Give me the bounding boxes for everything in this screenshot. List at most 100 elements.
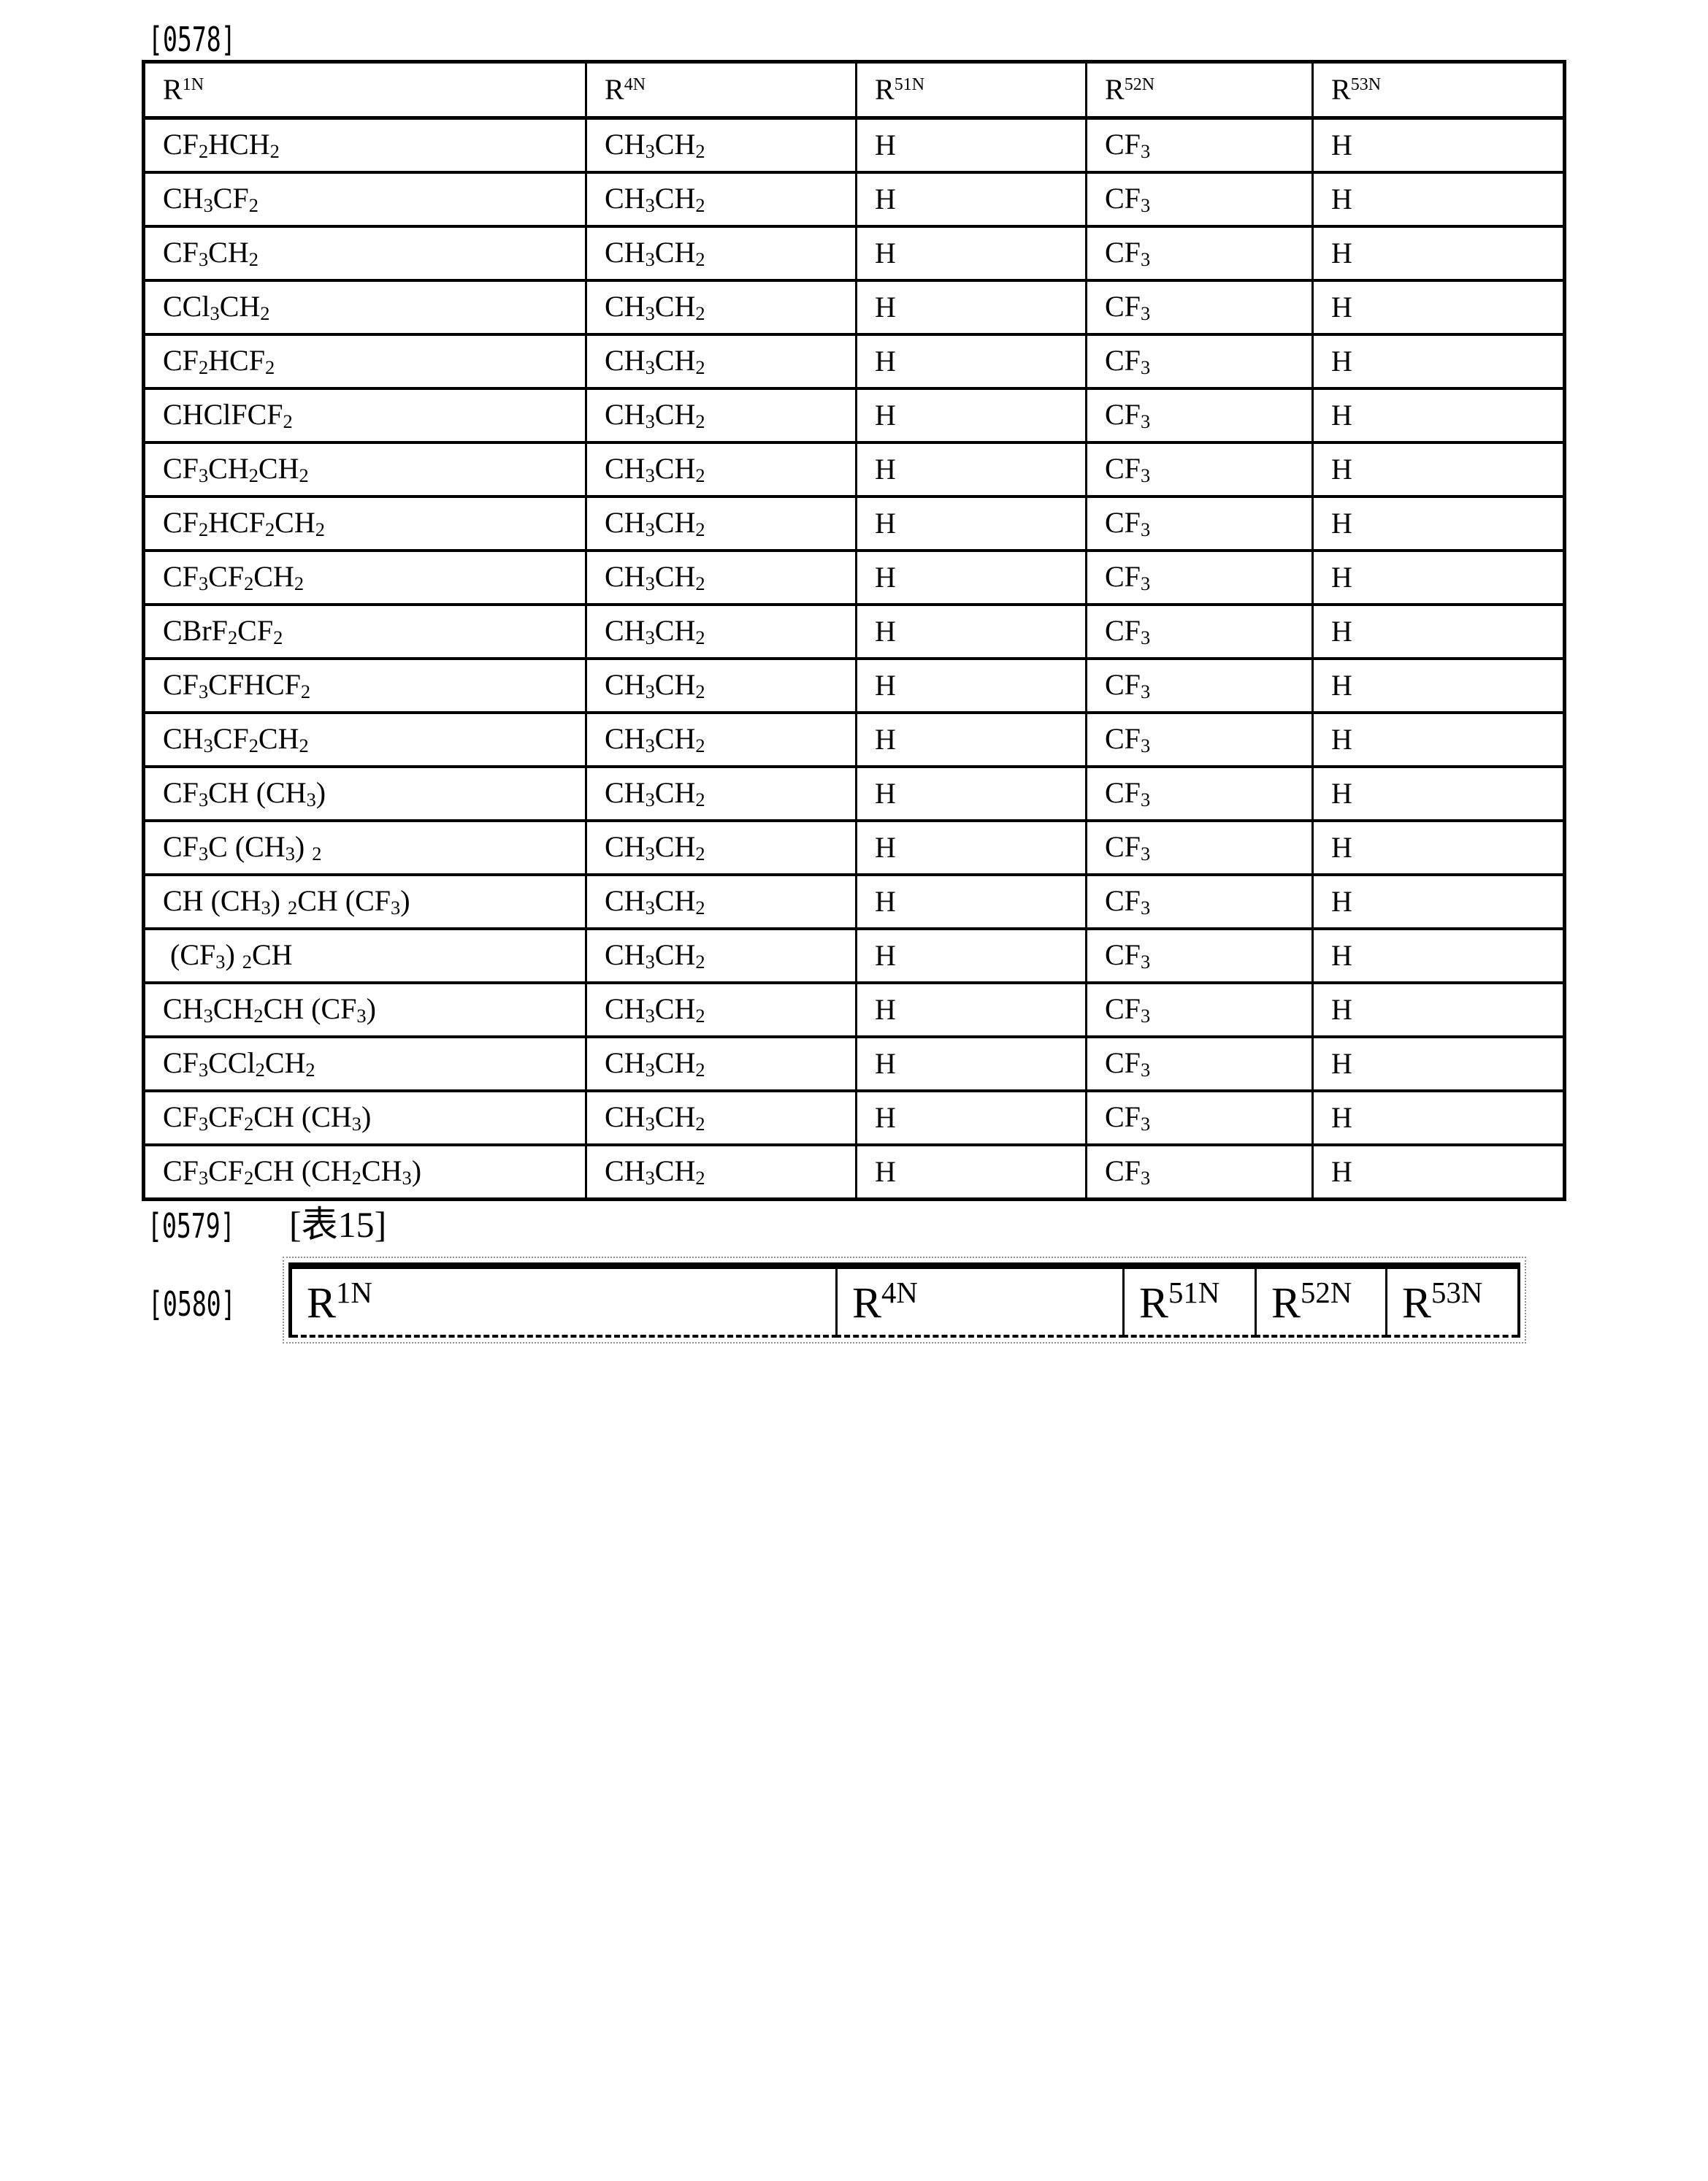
- cell-r1n: CF3CCl2CH2: [142, 1035, 587, 1092]
- cell-r51n: H: [855, 927, 1087, 984]
- cell-r1n: CH3CH2CH (CF3): [142, 981, 587, 1038]
- cell-r51n: H: [855, 765, 1087, 822]
- cell-r52n: CF3: [1085, 495, 1314, 552]
- cell-r4n: CH3CH2: [585, 387, 857, 444]
- cell-r53n: H: [1311, 819, 1566, 876]
- cell-r53n: H: [1311, 171, 1566, 228]
- cell-r53n: H: [1311, 495, 1566, 552]
- cell-r4n: CH3CH2: [585, 333, 857, 390]
- table-row: CHClFCF2 CH3CH2 H CF3 H: [142, 387, 1566, 444]
- cell-r53n: H: [1311, 873, 1566, 930]
- cell-r1n: CF3CH2: [142, 225, 587, 282]
- cell-r1n: CF3CF2CH (CH3): [142, 1089, 587, 1146]
- table-row: CF3C (CH3) 2 CH3CH2 H CF3 H: [142, 819, 1566, 876]
- cell-r1n: (CF3) 2CH: [142, 927, 587, 984]
- cell-r4n: CH3CH2: [585, 711, 857, 768]
- cell-r4n: CH3CH2: [585, 819, 857, 876]
- cell-r52n: CF3: [1085, 765, 1314, 822]
- table-row: CF3CH2 CH3CH2 H CF3 H: [142, 225, 1566, 282]
- table-row: CF2HCF2 CH3CH2 H CF3 H: [142, 333, 1566, 390]
- column-header-r52n: R52N: [1255, 1265, 1387, 1336]
- cell-r52n: CF3: [1085, 225, 1314, 282]
- cell-r52n: CF3: [1085, 603, 1314, 660]
- cell-r51n: H: [855, 657, 1087, 714]
- column-header-r4n: R4N: [585, 60, 857, 120]
- cell-r51n: H: [855, 441, 1087, 498]
- cell-r53n: H: [1311, 927, 1566, 984]
- cell-r51n: H: [855, 1035, 1087, 1092]
- cell-r53n: H: [1311, 1035, 1566, 1092]
- cell-r53n: H: [1311, 1089, 1566, 1146]
- paragraph-label-0580: [0580]: [148, 1284, 236, 1324]
- table-row: CF3CFHCF2 CH3CH2 H CF3 H: [142, 657, 1566, 714]
- cell-r52n: CF3: [1085, 171, 1314, 228]
- cell-r53n: H: [1311, 711, 1566, 768]
- table-row: CF2HCH2 CH3CH2 H CF3 H: [142, 116, 1566, 174]
- table-header-row: R1N R4N R51N R52N R53N: [142, 60, 1566, 120]
- cell-r51n: H: [855, 387, 1087, 444]
- cell-r4n: CH3CH2: [585, 279, 857, 336]
- table-row: CF2HCF2CH2 CH3CH2 H CF3 H: [142, 495, 1566, 552]
- cell-r52n: CF3: [1085, 657, 1314, 714]
- cell-r53n: H: [1311, 549, 1566, 606]
- cell-r4n: CH3CH2: [585, 225, 857, 282]
- cell-r4n: CH3CH2: [585, 981, 857, 1038]
- table-row: (CF3) 2CH CH3CH2 H CF3 H: [142, 927, 1566, 984]
- cell-r4n: CH3CH2: [585, 927, 857, 984]
- cell-r4n: CH3CH2: [585, 657, 857, 714]
- cell-r53n: H: [1311, 603, 1566, 660]
- cell-r52n: CF3: [1085, 333, 1314, 390]
- cell-r52n: CF3: [1085, 1035, 1314, 1092]
- cell-r1n: CF3C (CH3) 2: [142, 819, 587, 876]
- table-row: CF3CCl2CH2 CH3CH2 H CF3 H: [142, 1035, 1566, 1092]
- cell-r4n: CH3CH2: [585, 765, 857, 822]
- cell-r51n: H: [855, 873, 1087, 930]
- table-row: CF3CH (CH3) CH3CH2 H CF3 H: [142, 765, 1566, 822]
- cell-r51n: H: [855, 171, 1087, 228]
- table-row: CF3CF2CH (CH2CH3) CH3CH2 H CF3 H: [142, 1143, 1566, 1201]
- cell-r53n: H: [1311, 333, 1566, 390]
- paragraph-label-0579: [0579]: [148, 1206, 235, 1246]
- cell-r52n: CF3: [1085, 441, 1314, 498]
- cell-r4n: CH3CH2: [585, 116, 857, 174]
- cell-r51n: H: [855, 549, 1087, 606]
- column-header-r4n: R4N: [835, 1265, 1124, 1336]
- cell-r52n: CF3: [1085, 981, 1314, 1038]
- cell-r1n: CH3CF2: [142, 171, 587, 228]
- table-row: CF3CF2CH2 CH3CH2 H CF3 H: [142, 549, 1566, 606]
- table-15-caption: [表15]: [289, 1204, 387, 1245]
- column-header-r1n: R1N: [142, 60, 587, 120]
- cell-r51n: H: [855, 279, 1087, 336]
- cell-r1n: CH (CH3) 2CH (CF3): [142, 873, 587, 930]
- table-row: CCl3CH2 CH3CH2 H CF3 H: [142, 279, 1566, 336]
- cell-r4n: CH3CH2: [585, 1035, 857, 1092]
- substituent-table-0578: R1N R4N R51N R52N R53N CF2HCH2 CH3CH2 H …: [142, 60, 1566, 1201]
- cell-r1n: CF3CF2CH2: [142, 549, 587, 606]
- column-header-r51n: R51N: [1122, 1265, 1256, 1336]
- cell-r51n: H: [855, 1143, 1087, 1201]
- cell-r52n: CF3: [1085, 873, 1314, 930]
- cell-r1n: CHClFCF2: [142, 387, 587, 444]
- cell-r52n: CF3: [1085, 1089, 1314, 1146]
- cell-r51n: H: [855, 819, 1087, 876]
- table-row: CH (CH3) 2CH (CF3) CH3CH2 H CF3 H: [142, 873, 1566, 930]
- cell-r51n: H: [855, 225, 1087, 282]
- cell-r53n: H: [1311, 765, 1566, 822]
- cell-r53n: H: [1311, 441, 1566, 498]
- cell-r52n: CF3: [1085, 711, 1314, 768]
- cell-r4n: CH3CH2: [585, 171, 857, 228]
- cell-r53n: H: [1311, 116, 1566, 174]
- cell-r1n: CF3CH2CH2: [142, 441, 587, 498]
- table-header-row: R1N R4N R51N R52N R53N: [291, 1265, 1519, 1336]
- cell-r51n: H: [855, 116, 1087, 174]
- cell-r52n: CF3: [1085, 927, 1314, 984]
- cell-r52n: CF3: [1085, 387, 1314, 444]
- cell-r51n: H: [855, 603, 1087, 660]
- cell-r4n: CH3CH2: [585, 549, 857, 606]
- table-row: CH3CH2CH (CF3) CH3CH2 H CF3 H: [142, 981, 1566, 1038]
- cell-r51n: H: [855, 711, 1087, 768]
- cell-r52n: CF3: [1085, 1143, 1314, 1201]
- cell-r1n: CF2HCF2CH2: [142, 495, 587, 552]
- cell-r51n: H: [855, 495, 1087, 552]
